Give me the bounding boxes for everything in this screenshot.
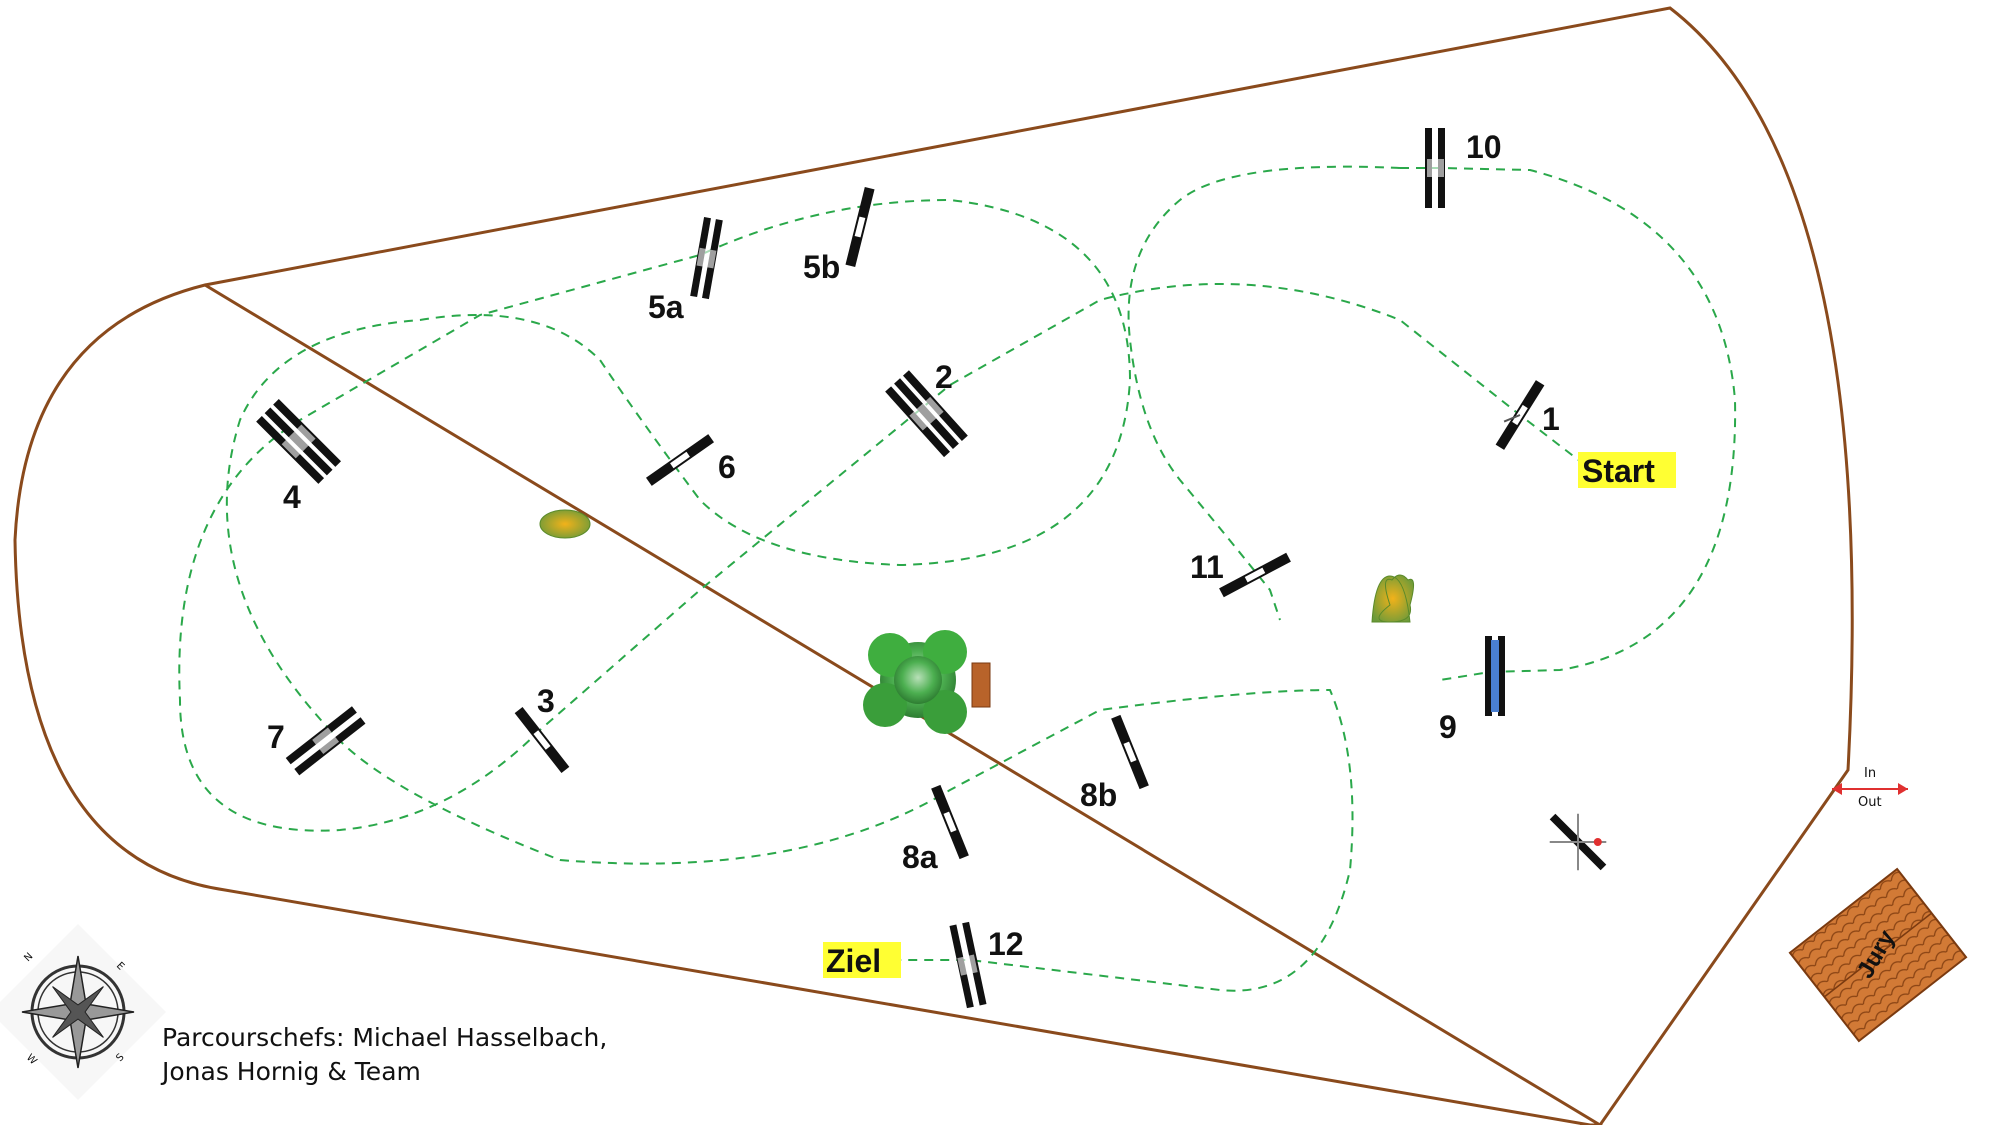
obstacle-10	[1425, 128, 1445, 208]
obstacle-label-1: 1	[1542, 401, 1560, 437]
obstacle-label-2: 2	[935, 359, 953, 395]
obstacle-8a	[931, 784, 969, 860]
gate-out-label: Out	[1858, 795, 1882, 810]
credits-line-1: Parcourschefs: Michael Hasselbach,	[162, 1023, 607, 1052]
obstacle-label-8a: 8a	[902, 839, 938, 875]
finish-label: Ziel	[826, 943, 881, 979]
compass-s: S	[114, 1052, 126, 1064]
in-out-gate[interactable]: In Out	[1832, 766, 1908, 810]
course-route-loop	[1127, 165, 1737, 681]
obstacle-6	[646, 434, 714, 486]
start-label: Start	[1582, 453, 1655, 489]
obstacle-8b	[1111, 714, 1149, 790]
obstacle-label-6: 6	[718, 449, 736, 485]
obstacle-label-8b: 8b	[1080, 777, 1117, 813]
start-highlight	[1578, 452, 1676, 488]
obstacle-label-5b: 5b	[803, 249, 840, 285]
gate-in-label: In	[1864, 766, 1876, 781]
obstacle-3	[514, 706, 570, 774]
obstacle-label-3: 3	[537, 683, 555, 719]
tree-icon	[863, 630, 991, 734]
obstacle-2	[885, 370, 968, 458]
obstacle-9	[1485, 636, 1505, 716]
obstacle-5a	[690, 217, 723, 300]
credits-line-2: Jonas Hornig & Team	[160, 1057, 421, 1086]
arena-boundary	[13, 6, 1854, 1125]
compass-n: N	[22, 951, 35, 964]
course-route	[178, 198, 1586, 992]
obstacle-12	[949, 921, 987, 1009]
compass-icon: N E S W	[0, 924, 166, 1100]
obstacle-11	[1219, 552, 1291, 598]
practice-fence-icon	[1549, 813, 1607, 871]
obstacle-5b	[845, 186, 875, 268]
obstacle-label-10: 10	[1466, 129, 1502, 165]
obstacle-7	[285, 706, 366, 776]
jury-house	[1788, 867, 1968, 1043]
obstacle-label-9: 9	[1439, 709, 1457, 745]
obstacle-label-11: 11	[1190, 549, 1224, 585]
obstacle-label-12: 12	[988, 926, 1024, 962]
obstacle-label-4: 4	[283, 479, 301, 515]
finish-highlight	[823, 942, 901, 978]
obstacle-label-7: 7	[267, 719, 285, 755]
obstacle-label-5a: 5a	[648, 289, 684, 325]
flower-bed-icon	[1371, 574, 1414, 623]
obstacle-1	[1495, 380, 1545, 450]
obstacle-4	[256, 398, 342, 484]
bush-icon	[539, 509, 591, 539]
